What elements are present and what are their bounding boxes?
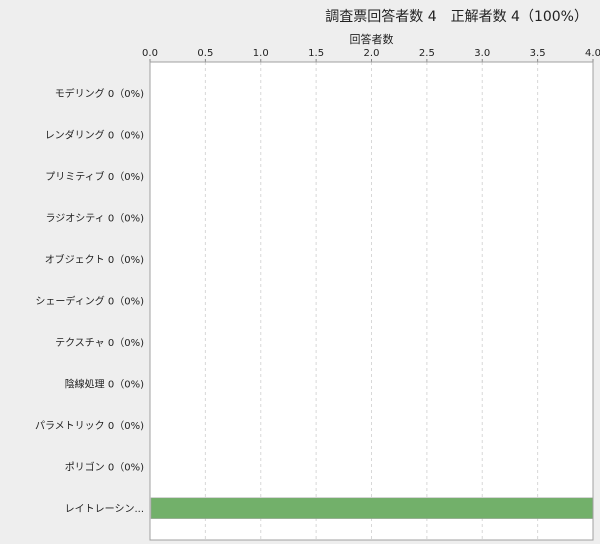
x-tick-label: 3.5 [530, 48, 546, 59]
x-tick-label: 2.5 [419, 48, 435, 59]
x-tick-label: 4.0 [585, 48, 600, 59]
x-tick-label: 1.0 [253, 48, 269, 59]
category-label: ラジオシティ 0（0%) [45, 212, 144, 224]
category-label: プリミティブ 0（0%) [45, 170, 144, 183]
category-label: レンダリング 0（0%) [45, 128, 144, 141]
category-label: 陰線処理 0（0%) [65, 378, 144, 391]
chart-title: 調査票回答者数 4 正解者数 4（100%） [325, 9, 588, 25]
x-tick-label: 1.5 [308, 48, 324, 59]
category-label: オブジェクト 0（0%) [45, 253, 144, 266]
plot-border [149, 61, 594, 541]
bar [150, 497, 594, 519]
x-tick-label: 3.0 [474, 48, 490, 59]
category-label: モデリング 0（0%) [55, 87, 144, 100]
x-tick-label: 0.5 [197, 48, 213, 59]
category-label: ポリゴン 0（0%) [65, 461, 144, 474]
category-label: テクスチャ 0（0%) [55, 337, 144, 349]
category-label: レイトレーシン... [65, 504, 144, 515]
category-label: シェーディング 0（0%) [35, 295, 144, 308]
x-axis-label: 回答者数 [349, 33, 394, 46]
x-tick-label: 0.0 [142, 48, 158, 59]
x-tick-label: 2.0 [364, 48, 380, 59]
category-label: パラメトリック 0（0%) [35, 420, 144, 432]
plot-area [150, 62, 593, 540]
